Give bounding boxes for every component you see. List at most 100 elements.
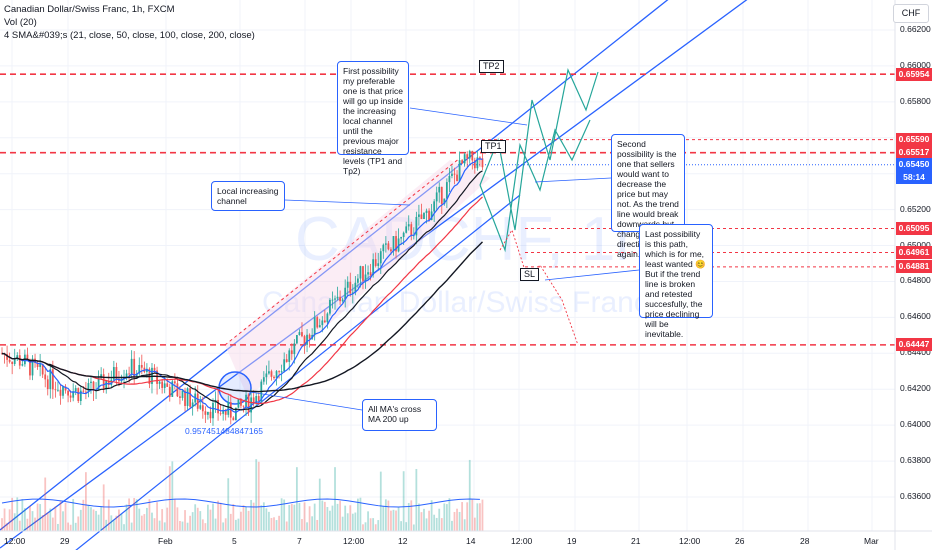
candle-body	[257, 396, 260, 402]
currency-button[interactable]: CHF	[893, 4, 929, 23]
sl-label[interactable]: SL	[520, 268, 540, 281]
volume-bar	[6, 522, 8, 531]
connector-first	[409, 107, 528, 126]
candle-body	[207, 411, 209, 415]
x-tick-label: 14	[466, 536, 476, 546]
volume-bar	[128, 498, 130, 531]
candle-body	[392, 236, 395, 252]
volume-bar	[209, 509, 212, 531]
candle-body	[481, 158, 484, 168]
x-tick-label: 7	[297, 536, 302, 546]
candle-body	[418, 214, 420, 217]
volume-bar	[372, 518, 375, 531]
volume-bar	[151, 512, 153, 531]
candle-body	[369, 272, 372, 276]
volume-bar	[374, 524, 377, 531]
volume-bar	[301, 519, 303, 531]
volume-bar	[130, 522, 133, 531]
note-second-possibility[interactable]: Second possibility is the one that selle…	[611, 134, 685, 259]
candle-body	[334, 298, 336, 300]
candle-body	[138, 365, 141, 374]
y-tick-label: 0.64000	[900, 419, 931, 430]
volume-bar	[92, 509, 95, 531]
candle-body	[435, 192, 438, 202]
volume-bar	[384, 499, 387, 531]
volume-bar	[161, 509, 164, 531]
x-tick-label: 28	[800, 536, 810, 546]
note-first-possibility[interactable]: First possibility my preferable one is t…	[337, 61, 409, 176]
volume-bar	[214, 518, 217, 531]
candle-body	[97, 378, 100, 391]
candle-body	[402, 232, 405, 238]
volume-bar	[18, 520, 21, 531]
volume-bar	[341, 516, 344, 531]
candle-body	[130, 358, 133, 374]
volume-bar	[189, 515, 192, 531]
candle-body	[54, 389, 57, 391]
volume-bar	[252, 502, 255, 531]
candle-body	[171, 381, 174, 397]
volume-bar	[140, 515, 143, 531]
volume-bar	[278, 515, 280, 531]
note-ma-cross[interactable]: All MA's cross MA 200 up	[362, 399, 437, 431]
volume-bar	[321, 500, 324, 531]
tp1-label[interactable]: TP1	[481, 140, 506, 153]
volume-bar	[133, 497, 136, 531]
candle-body	[367, 272, 369, 275]
candle-body	[268, 371, 270, 374]
candle-body	[433, 201, 436, 212]
candle-body	[351, 292, 354, 294]
volume-bar	[268, 511, 270, 531]
volume-bar	[339, 500, 341, 531]
note-last-possibility[interactable]: Last possibility is this path, which is …	[639, 224, 713, 339]
volume-bar	[102, 484, 105, 531]
candle-body	[308, 334, 311, 339]
candle-body	[201, 405, 204, 412]
tp2-label[interactable]: TP2	[479, 60, 504, 73]
volume-bar	[77, 516, 80, 531]
candle-body	[395, 236, 397, 252]
volume-bar	[148, 499, 151, 531]
candle-body	[423, 212, 425, 219]
sma-legend[interactable]: 4 SMA&#039;s (21, close, 50, close, 100,…	[4, 30, 255, 41]
volume-legend[interactable]: Vol (20)	[4, 17, 37, 28]
candle-body	[273, 376, 275, 379]
candle-body	[331, 299, 334, 301]
candle-body	[242, 405, 245, 407]
candle-body	[283, 359, 286, 372]
candle-body	[196, 393, 199, 409]
candle-body	[100, 374, 103, 379]
note-local-channel[interactable]: Local increasing channel	[211, 181, 285, 211]
volume-bar	[219, 502, 222, 531]
volume-bar	[123, 524, 125, 531]
candle-body	[407, 224, 410, 227]
candle-body	[133, 358, 136, 378]
volume-bar	[255, 459, 258, 531]
price-level-tag: 0.64447	[896, 338, 932, 352]
candle-body	[270, 371, 273, 377]
candle-body	[466, 154, 469, 159]
candle-body	[102, 374, 105, 390]
volume-bar	[418, 503, 420, 531]
y-tick-label: 0.64200	[900, 383, 931, 394]
candle-body	[168, 386, 171, 397]
candle-body	[240, 399, 242, 406]
volume-bar	[476, 503, 479, 531]
x-tick-label: 26	[735, 536, 745, 546]
chart-title[interactable]: Canadian Dollar/Swiss Franc, 1h, FXCM	[4, 4, 175, 15]
volume-bar	[72, 498, 75, 531]
volume-bar	[257, 461, 260, 531]
connector-local-channel	[284, 199, 411, 206]
candle-body	[166, 383, 169, 387]
volume-bar	[367, 511, 369, 531]
candle-body	[153, 367, 156, 371]
y-tick-label: 0.66000	[900, 59, 931, 70]
volume-bar	[138, 508, 141, 531]
volume-bar	[34, 517, 36, 531]
candle-body	[303, 336, 306, 345]
candle-body	[84, 391, 87, 393]
candle-body	[79, 390, 82, 402]
candle-body	[362, 266, 364, 281]
